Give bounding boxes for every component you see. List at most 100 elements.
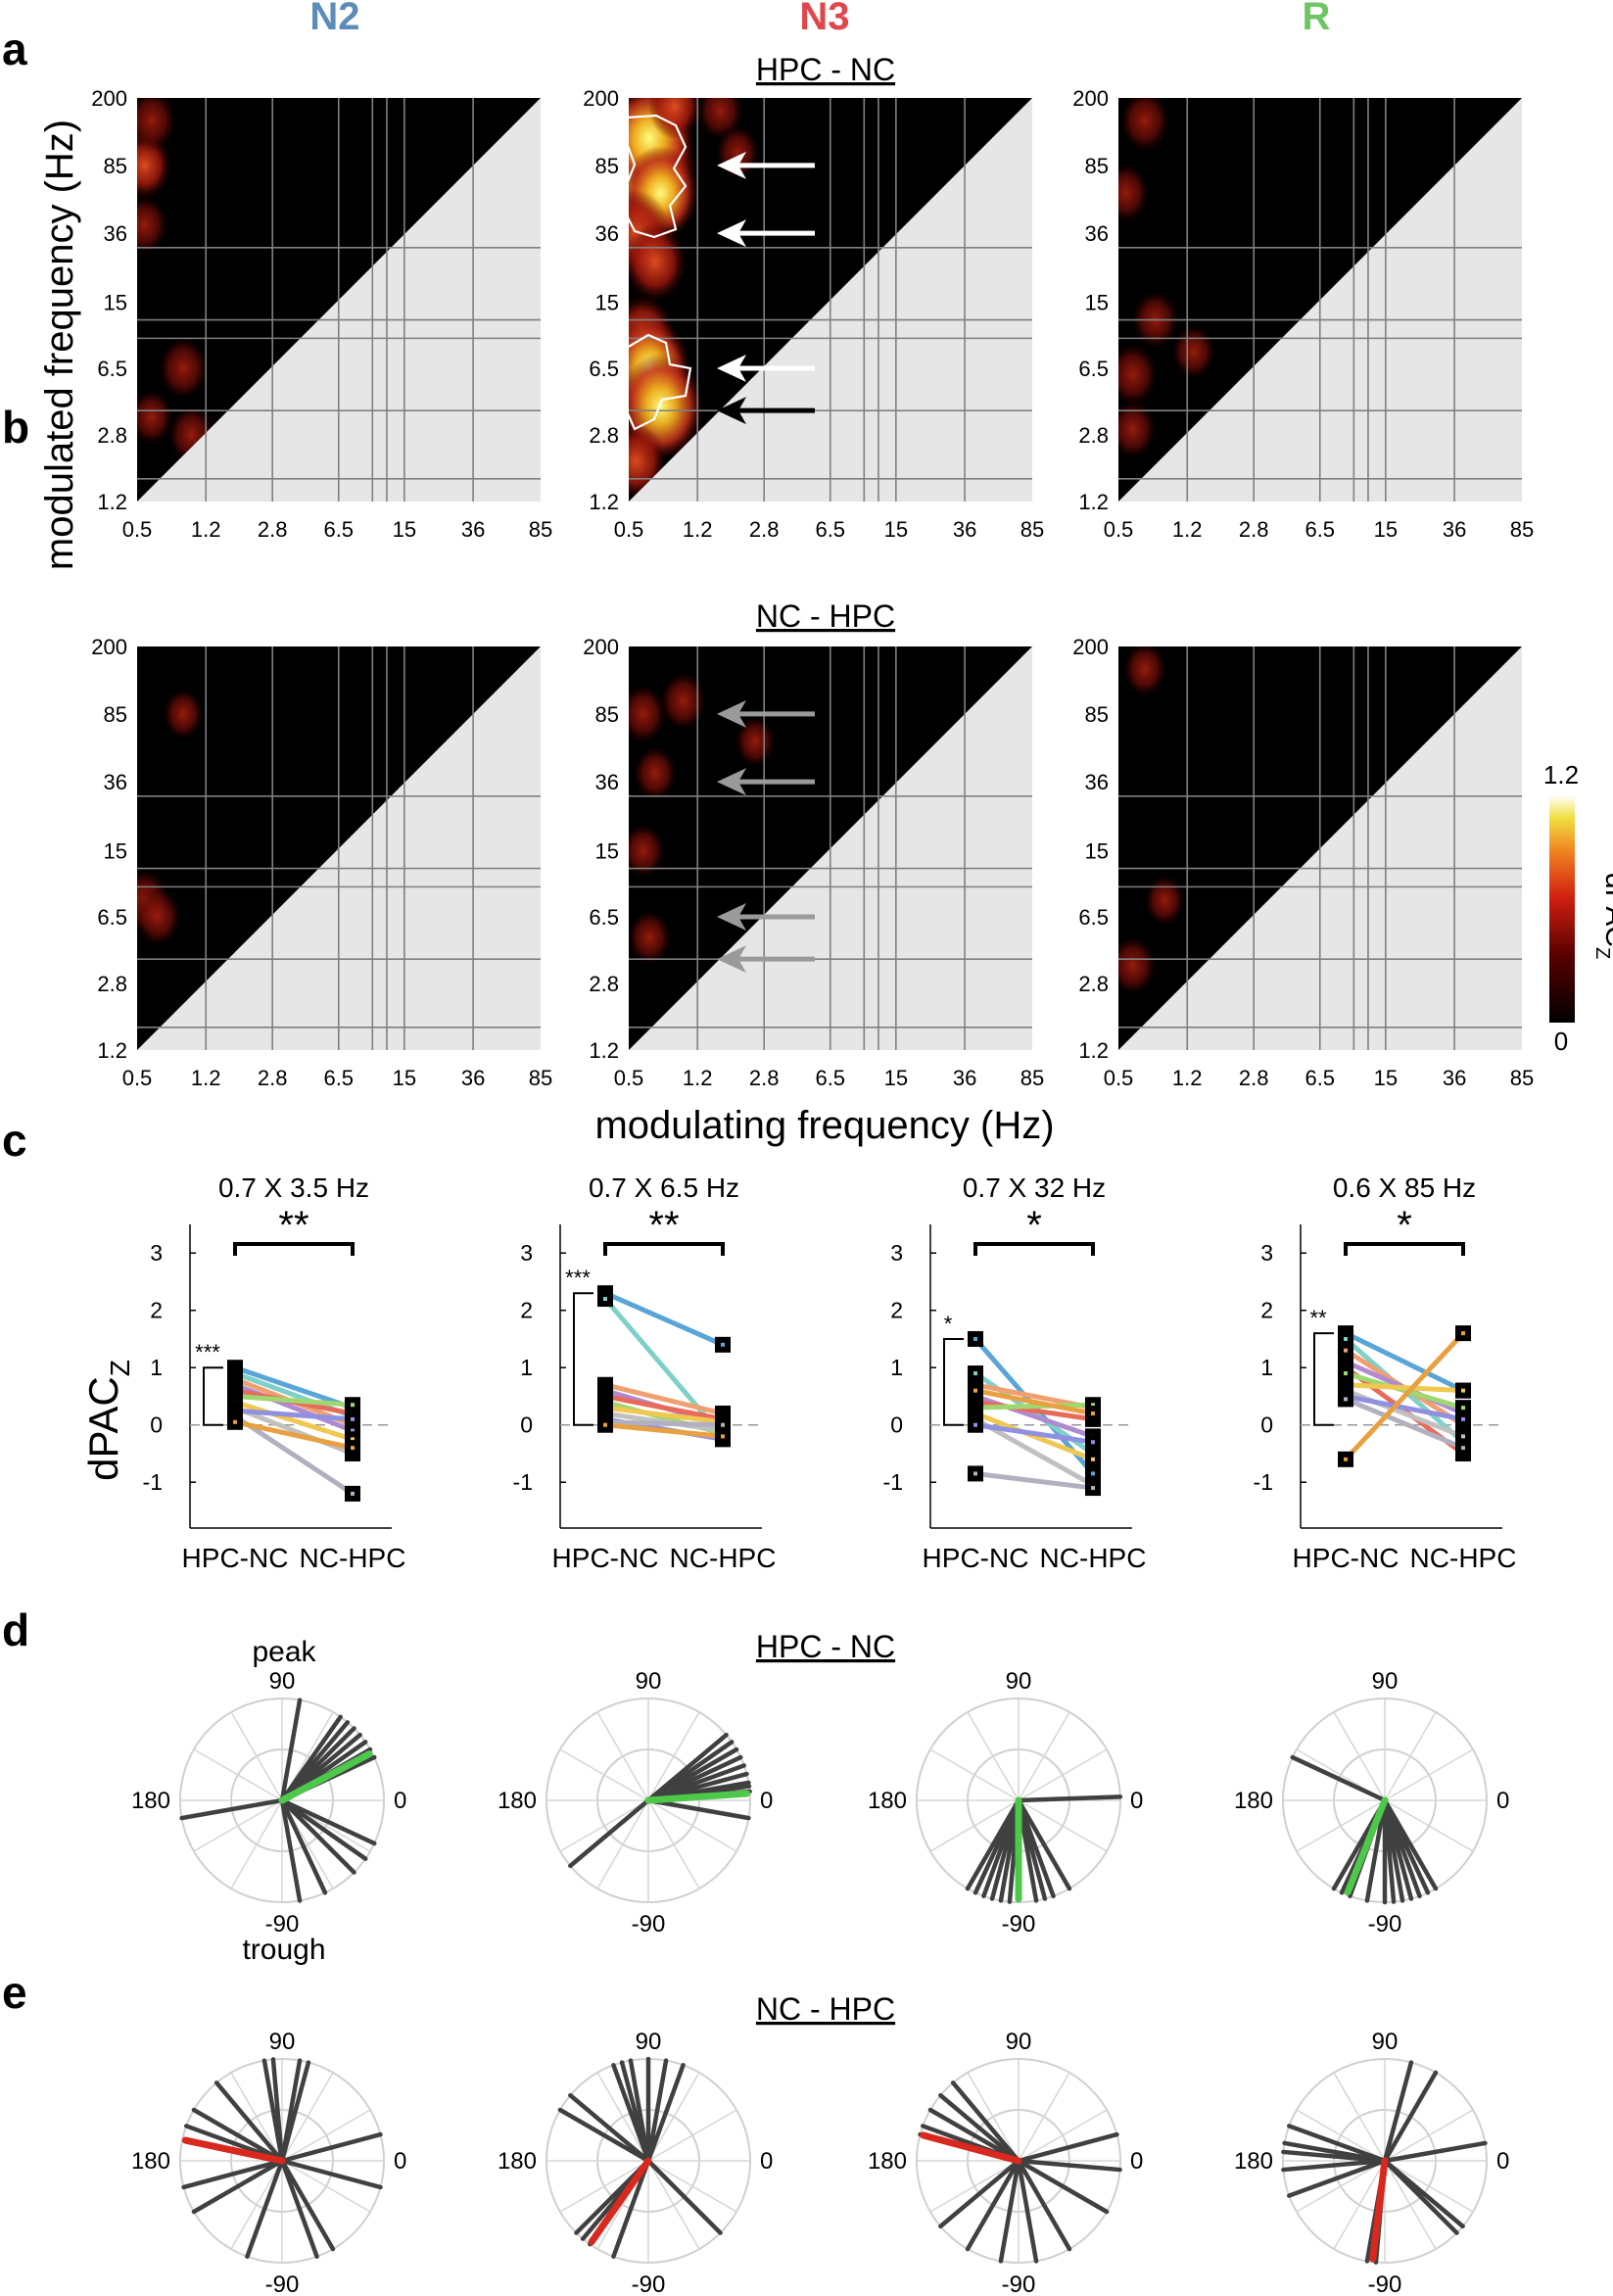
polar-spoke (1018, 2109, 1108, 2162)
y-tick-label: 200 (91, 635, 127, 659)
polar-spoke (967, 1711, 1020, 1801)
compare-bracket (973, 1242, 1095, 1256)
row-a-title: HPC - NC (756, 52, 895, 87)
x-tick-label: 1.2 (191, 517, 221, 542)
x-category-label: HPC-NC (1293, 1543, 1400, 1573)
polar-spoke (1384, 2109, 1474, 2162)
x-tick-label: 1.2 (683, 517, 713, 542)
phase-line (279, 1698, 303, 1803)
pair-marker-core (351, 1428, 355, 1433)
pair-marker-core (351, 1403, 355, 1408)
y-tick-label: 1.2 (589, 1038, 619, 1063)
y-tick-label: 6.5 (97, 905, 127, 930)
pair-marker-core (973, 1388, 977, 1393)
y-tick-label: 1.2 (1078, 490, 1109, 514)
polar-spoke (559, 1748, 649, 1801)
polar-spoke (647, 2160, 737, 2213)
polar-spoke (281, 2109, 371, 2162)
angle-label: 90 (269, 2029, 296, 2055)
x-tick-label: 15 (393, 517, 416, 542)
x-tick-label: 0.5 (614, 517, 644, 542)
polar-spoke (281, 2160, 371, 2213)
y-tick-label: 0 (890, 1412, 903, 1438)
polar-d-1: 90 0 -90 180 (131, 1668, 406, 1937)
heatmap-blob (647, 98, 702, 140)
y-tick-label: 2.8 (589, 423, 619, 448)
y-tick-label: 15 (1085, 839, 1109, 864)
mean-phase-line (278, 1750, 373, 1804)
pair-marker-core (1344, 1457, 1348, 1461)
x-tick-label: 2.8 (749, 1066, 780, 1090)
heatmap-blob (137, 98, 177, 153)
x-tick-label: 6.5 (815, 517, 845, 542)
x-tick-label: 36 (461, 517, 485, 542)
polar-spoke (1018, 1711, 1070, 1801)
y-tick-label: 1.2 (97, 490, 127, 514)
x-tick-label: 1.2 (1172, 517, 1203, 542)
phase-line (1364, 1797, 1388, 1903)
angle-label: -90 (1002, 2272, 1036, 2296)
x-tick-label: 0.5 (1104, 1066, 1134, 1090)
angle-label: 0 (1496, 2148, 1509, 2175)
polar-spoke (230, 2072, 283, 2162)
angle-label: 180 (868, 2148, 907, 2175)
arrow-head (717, 768, 746, 796)
pair-line (602, 1419, 726, 1428)
pair-marker-core (1091, 1440, 1095, 1445)
phase-line (645, 1797, 751, 1821)
phase-line (628, 2058, 651, 2164)
y-tick-label: 0 (520, 1412, 533, 1438)
y-tick-label: 85 (1085, 154, 1109, 178)
arrow-head (717, 902, 746, 931)
phase-line (938, 2158, 1021, 2229)
y-tick-label: 15 (1085, 291, 1109, 315)
row-d-title: HPC - NC (756, 1629, 895, 1664)
heatmap-blob (137, 195, 168, 255)
phase-line (645, 2063, 686, 2164)
colorbar-max-label: 1.2 (1543, 760, 1579, 789)
pair-marker-core (1461, 1406, 1465, 1411)
polar-spoke (1018, 1748, 1108, 1801)
colorbar-label: dPACZ (1591, 873, 1613, 959)
phase-line (1016, 1797, 1056, 1898)
x-tick-label: 36 (1443, 1066, 1466, 1090)
phase-line (179, 1797, 285, 1821)
x-tick-label: 0.5 (1104, 517, 1134, 542)
phase-line (1382, 2140, 1488, 2164)
arrow-head (717, 151, 746, 179)
pair-line (232, 1408, 356, 1422)
zero-bracket (943, 1337, 964, 1426)
heatmap-blob (1144, 875, 1185, 927)
pair-marker-core (973, 1471, 977, 1476)
y-tick-label: 6.5 (1078, 905, 1109, 930)
x-category-label: NC-HPC (1410, 1543, 1517, 1573)
phase-line (557, 2107, 651, 2164)
y-tick-label: 2 (1260, 1298, 1273, 1323)
pair-marker-core (1344, 1336, 1348, 1341)
heatmap-blob (629, 823, 666, 879)
x-tick-label: 15 (393, 1066, 416, 1090)
polar-spoke (1384, 2160, 1437, 2250)
pair-line (973, 1470, 1096, 1491)
pair-marker-core (603, 1422, 607, 1427)
state-label-n2: N2 (309, 0, 359, 38)
pair-marker-core (1461, 1331, 1465, 1336)
polar-e-3: 90 0 -90 180 (868, 2029, 1143, 2296)
heatmap-blob (137, 389, 174, 445)
pair-marker-core (603, 1297, 607, 1302)
y-tick-label: 36 (104, 770, 127, 794)
panel-label-a: a (2, 24, 27, 74)
phase-line (965, 2158, 1021, 2252)
phase-line (1016, 2158, 1122, 2173)
pair-marker-core (1461, 1434, 1465, 1439)
y-tick-label: 2 (150, 1298, 163, 1323)
x-tick-label: 6.5 (1305, 1066, 1335, 1090)
subplot-title: 0.7 X 6.5 Hz (589, 1172, 739, 1203)
heatmap-blob (1122, 646, 1167, 697)
pair-marker-core (233, 1419, 237, 1424)
mean-phase-line (588, 2157, 652, 2246)
phase-line (645, 2158, 723, 2235)
